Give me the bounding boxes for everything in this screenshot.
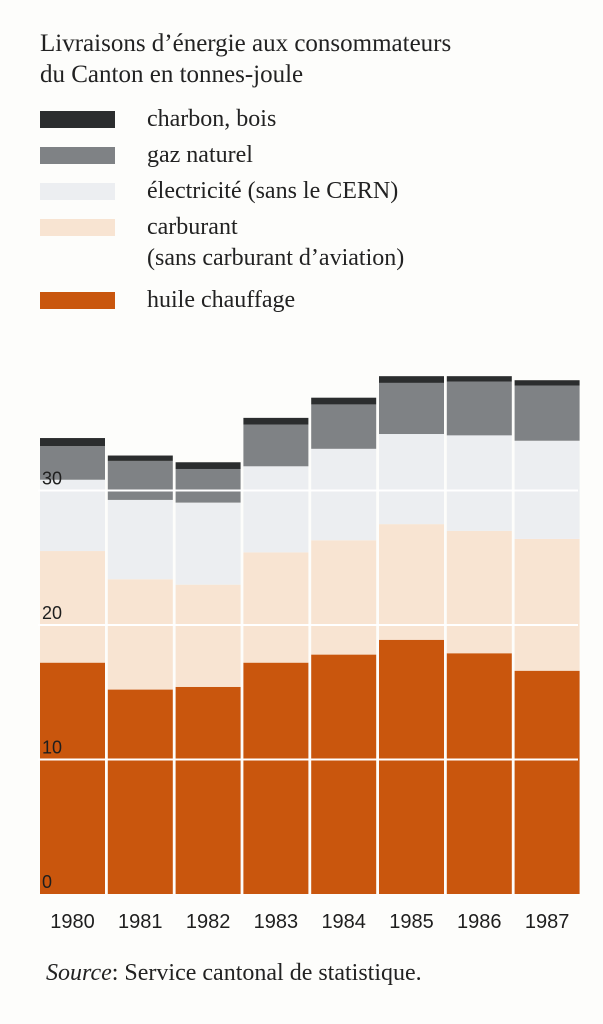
x-tick-label-1983: 1983: [254, 911, 299, 933]
bar-segment-1980-series-4: [40, 438, 105, 447]
chart-title-line-1: Livraisons d’énergie aux consommateurs: [40, 30, 452, 57]
x-tick-labels-group: 1980 1981 1982 1983 1984 1985 1986 1987: [50, 911, 569, 933]
bar-segment-1981-series-0: [107, 689, 173, 894]
y-tick-labels-group: 0 10 20 30: [42, 469, 62, 893]
stacked-bar-chart: 0 10 20 30 1980 1981 1982 1983 1984 1985 1986 1987: [38, 376, 580, 933]
chart-title: Livraisons d’énergie aux consommateurs d…: [40, 28, 580, 90]
bar-segment-1985-series-0: [379, 639, 444, 894]
bar-segment-1985-series-2: [379, 434, 444, 525]
x-tick-label-1980: 1980: [50, 911, 95, 933]
legend-label-electricite: électricité (sans le CERN): [147, 178, 399, 204]
source-label: Source: [46, 960, 112, 986]
legend-label-carburant-line-1: carburant: [147, 214, 238, 240]
bar-segment-1980-series-1: [40, 551, 105, 663]
bar-segment-1986-series-3: [446, 381, 512, 436]
bar-segment-1986-series-0: [446, 653, 512, 894]
x-tick-label-1981: 1981: [118, 911, 163, 933]
bar-segment-1981-series-4: [107, 455, 173, 461]
bar-segment-1983-series-0: [243, 662, 309, 894]
legend-label-charbon: charbon, bois: [147, 106, 277, 132]
y-tick-label-30: 30: [42, 469, 62, 489]
bar-segment-1981-series-3: [107, 460, 173, 500]
bar-segment-1982-series-2: [175, 502, 241, 585]
bar-segment-1982-series-3: [175, 468, 241, 503]
x-tick-label-1986: 1986: [457, 911, 502, 933]
gridlines-group: [38, 489, 578, 761]
bar-segment-1982-series-1: [175, 584, 241, 687]
bar-segment-1986-series-2: [446, 435, 512, 531]
bar-segment-1984-series-3: [311, 404, 377, 449]
bar-segment-1987-series-3: [514, 385, 580, 441]
legend-swatch-charbon: [40, 111, 115, 128]
legend-swatch-electricite: [40, 183, 115, 200]
bar-segment-1980-series-0: [40, 662, 105, 894]
bar-segment-1983-series-4: [243, 417, 309, 425]
bar-segment-1984-series-4: [311, 397, 377, 405]
bar-segment-1986-series-1: [446, 530, 512, 654]
y-tick-label-0: 0: [42, 872, 52, 892]
x-tick-label-1984: 1984: [321, 911, 366, 933]
legend-swatch-carburant: [40, 219, 115, 236]
x-tick-label-1987: 1987: [525, 911, 570, 933]
legend-swatch-gaz: [40, 147, 115, 164]
source-note: Source: Service cantonal de statistique.: [46, 960, 422, 987]
source-text: : Service cantonal de statistique.: [111, 960, 422, 986]
legend-label-gaz: gaz naturel: [147, 142, 253, 168]
chart-title-line-2: du Canton en tonnes-joule: [40, 61, 304, 88]
bar-segment-1987-series-4: [514, 380, 580, 386]
x-tick-label-1985: 1985: [389, 911, 434, 933]
bar-segment-1987-series-1: [514, 538, 580, 671]
bar-segment-1987-series-0: [514, 670, 580, 894]
bar-segment-1984-series-2: [311, 448, 377, 541]
bar-segment-1982-series-0: [175, 686, 241, 894]
bar-segment-1981-series-2: [107, 499, 173, 580]
bar-segment-1984-series-0: [311, 654, 377, 894]
bar-segment-1981-series-1: [107, 579, 173, 690]
legend-label-carburant-line-2: (sans carburant d’aviation): [147, 245, 405, 271]
bar-segment-1983-series-2: [243, 466, 309, 553]
y-tick-label-20: 20: [42, 603, 62, 623]
bar-segment-1980-series-3: [40, 446, 105, 480]
legend-label-carburant: carburant (sans carburant d’aviation): [147, 212, 404, 274]
x-tick-label-1982: 1982: [186, 911, 231, 933]
bar-segment-1985-series-3: [379, 382, 444, 435]
legend-label-huile: huile chauffage: [147, 287, 296, 313]
bar-segment-1984-series-1: [311, 540, 377, 655]
bar-segment-1983-series-3: [243, 424, 309, 467]
bars-group: [40, 376, 580, 894]
bar-segment-1985-series-1: [379, 524, 444, 640]
y-tick-label-10: 10: [42, 738, 62, 758]
bar-segment-1985-series-4: [379, 376, 444, 383]
legend-swatch-huile: [40, 292, 115, 309]
bar-segment-1983-series-1: [243, 552, 309, 663]
bar-segment-1986-series-4: [446, 376, 512, 382]
bar-segment-1980-series-2: [40, 479, 105, 552]
bar-segment-1982-series-4: [175, 462, 241, 469]
